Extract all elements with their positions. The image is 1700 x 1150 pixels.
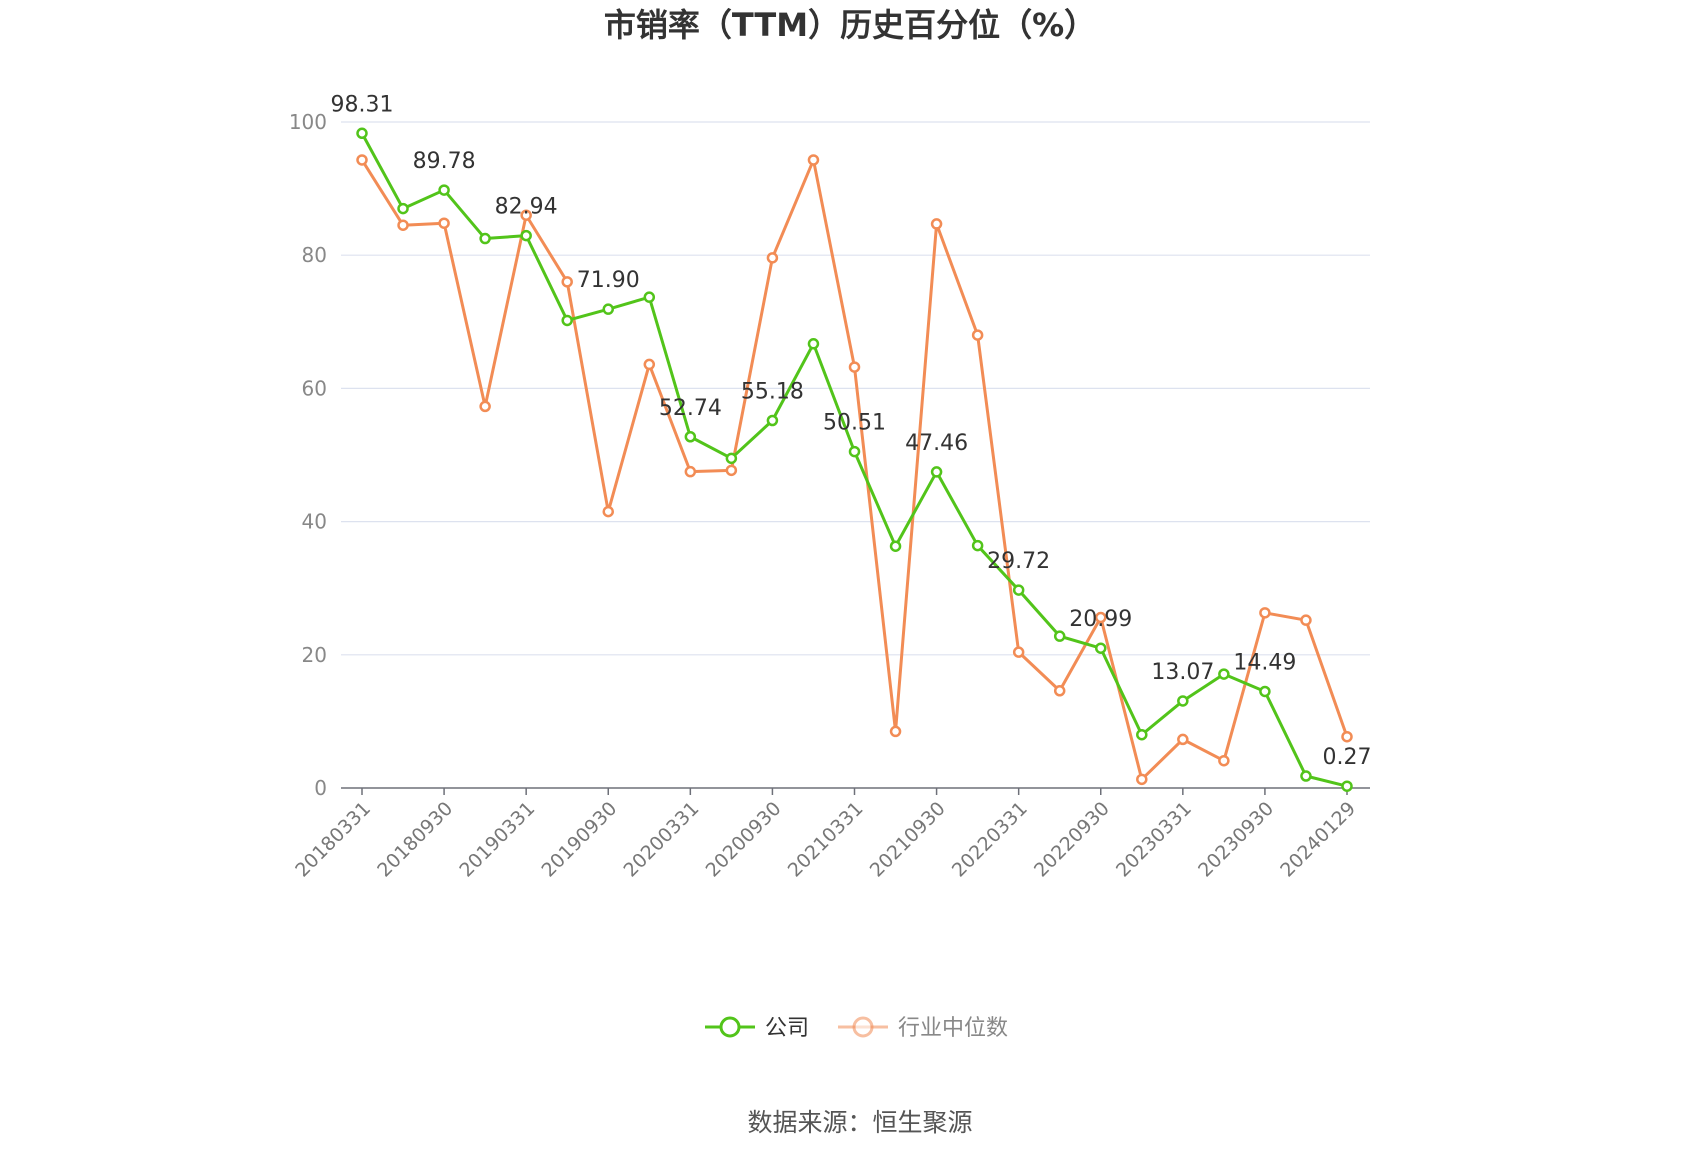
data-labels: 98.31 89.78 82.94 71.90 52.74 55.18 50.51 47.46…: [331, 92, 1372, 770]
data-point: [1012, 646, 1025, 658]
data-point: [356, 154, 368, 166]
data-point: [397, 202, 409, 215]
data-point: [1300, 770, 1312, 782]
data-label: 89.78: [413, 149, 476, 174]
series-line: [360, 132, 1348, 788]
data-point: [356, 127, 368, 140]
data-point: [930, 466, 943, 478]
data-point: [684, 431, 697, 443]
y-tick-label: 20: [302, 643, 327, 667]
data-point: [971, 539, 984, 552]
data-label: 98.31: [331, 92, 394, 117]
data-label: 29.72: [987, 549, 1050, 574]
data-point: [930, 218, 943, 230]
data-point: [561, 276, 573, 288]
data-point: [1300, 614, 1312, 626]
data-point: [602, 505, 614, 518]
y-tick-label: 40: [302, 510, 327, 534]
data-label: 14.49: [1233, 650, 1296, 675]
x-tick-label: 20200930: [702, 798, 786, 882]
data-point: [684, 465, 697, 478]
data-point: [1218, 754, 1230, 767]
data-point: [1053, 685, 1066, 697]
data-point: [1177, 733, 1189, 746]
data-point: [1341, 780, 1353, 792]
data-point: [438, 184, 450, 196]
series-lines: [356, 127, 1353, 792]
data-point: [1218, 668, 1230, 680]
data-point: [561, 314, 573, 327]
x-tick-label: 20190930: [537, 798, 621, 882]
legend-marker: [852, 1016, 874, 1038]
data-point: [643, 358, 656, 371]
y-tick-label: 80: [302, 243, 327, 267]
data-point: [1136, 728, 1148, 741]
data-point: [1259, 607, 1271, 619]
x-tick-label: 20240129: [1276, 798, 1360, 882]
data-point: [807, 154, 820, 166]
data-point: [438, 217, 450, 229]
data-label: 13.07: [1151, 660, 1214, 685]
data-point: [1012, 584, 1025, 596]
x-tick-label: 20200331: [620, 798, 704, 882]
data-label: 55.18: [741, 380, 804, 405]
x-tick-label: 20230331: [1112, 798, 1196, 882]
data-point: [971, 329, 984, 341]
chart-title: 市销率（TTM）历史百分位（%）: [604, 6, 1096, 44]
data-point: [889, 725, 902, 738]
x-axis-ticks: 2018033120180930201903312019093020200331…: [291, 788, 1360, 882]
x-tick-label: 20210930: [866, 798, 950, 882]
data-point: [520, 229, 532, 242]
data-point: [1053, 630, 1066, 642]
x-tick-label: 20180331: [291, 798, 375, 882]
data-point: [1259, 685, 1271, 698]
data-point: [725, 452, 738, 465]
data-point: [479, 232, 491, 245]
y-axis-ticks: 0 20 40 60 80 100: [289, 110, 327, 800]
data-point: [848, 361, 861, 373]
legend-item[interactable]: 行业中位数: [838, 1016, 1008, 1041]
data-point: [766, 252, 779, 264]
data-label: 82.94: [495, 195, 558, 220]
x-tick-label: 20180930: [373, 798, 457, 882]
legend-marker: [719, 1016, 741, 1038]
data-point: [1341, 730, 1353, 743]
data-point: [397, 219, 409, 231]
x-tick-label: 20220930: [1030, 798, 1114, 882]
data-point: [848, 445, 861, 458]
data-label: 52.74: [659, 396, 722, 421]
legend-label: 行业中位数: [898, 1016, 1008, 1041]
x-tick-label: 20190331: [455, 798, 539, 882]
data-point: [520, 209, 532, 221]
data-point: [1095, 611, 1107, 624]
data-point: [889, 540, 902, 552]
data-label: 20.99: [1069, 607, 1132, 632]
series-line: [360, 158, 1349, 781]
data-point: [807, 338, 820, 350]
data-point: [766, 414, 779, 427]
data-point: [1136, 773, 1148, 786]
y-tick-label: 0: [314, 776, 327, 800]
x-tick-label: 20210331: [784, 798, 868, 882]
data-point: [643, 291, 656, 303]
data-label: 71.90: [577, 268, 640, 293]
data-point: [479, 400, 491, 413]
data-label: 50.51: [823, 411, 886, 436]
data-source: 数据来源：恒生聚源: [747, 1108, 972, 1137]
data-point: [1177, 695, 1189, 707]
data-label: 0.27: [1323, 745, 1372, 770]
legend-label: 公司: [765, 1016, 809, 1041]
y-tick-label: 60: [302, 376, 327, 400]
legend[interactable]: 公司 行业中位数: [705, 1016, 1008, 1041]
data-point: [1095, 642, 1107, 654]
y-tick-label: 100: [289, 110, 327, 134]
x-tick-label: 20220331: [948, 798, 1032, 882]
data-label: 47.46: [905, 431, 968, 456]
legend-item[interactable]: 公司: [705, 1016, 809, 1041]
data-point: [725, 464, 738, 477]
data-point: [602, 303, 614, 315]
x-tick-label: 20230930: [1194, 798, 1278, 882]
